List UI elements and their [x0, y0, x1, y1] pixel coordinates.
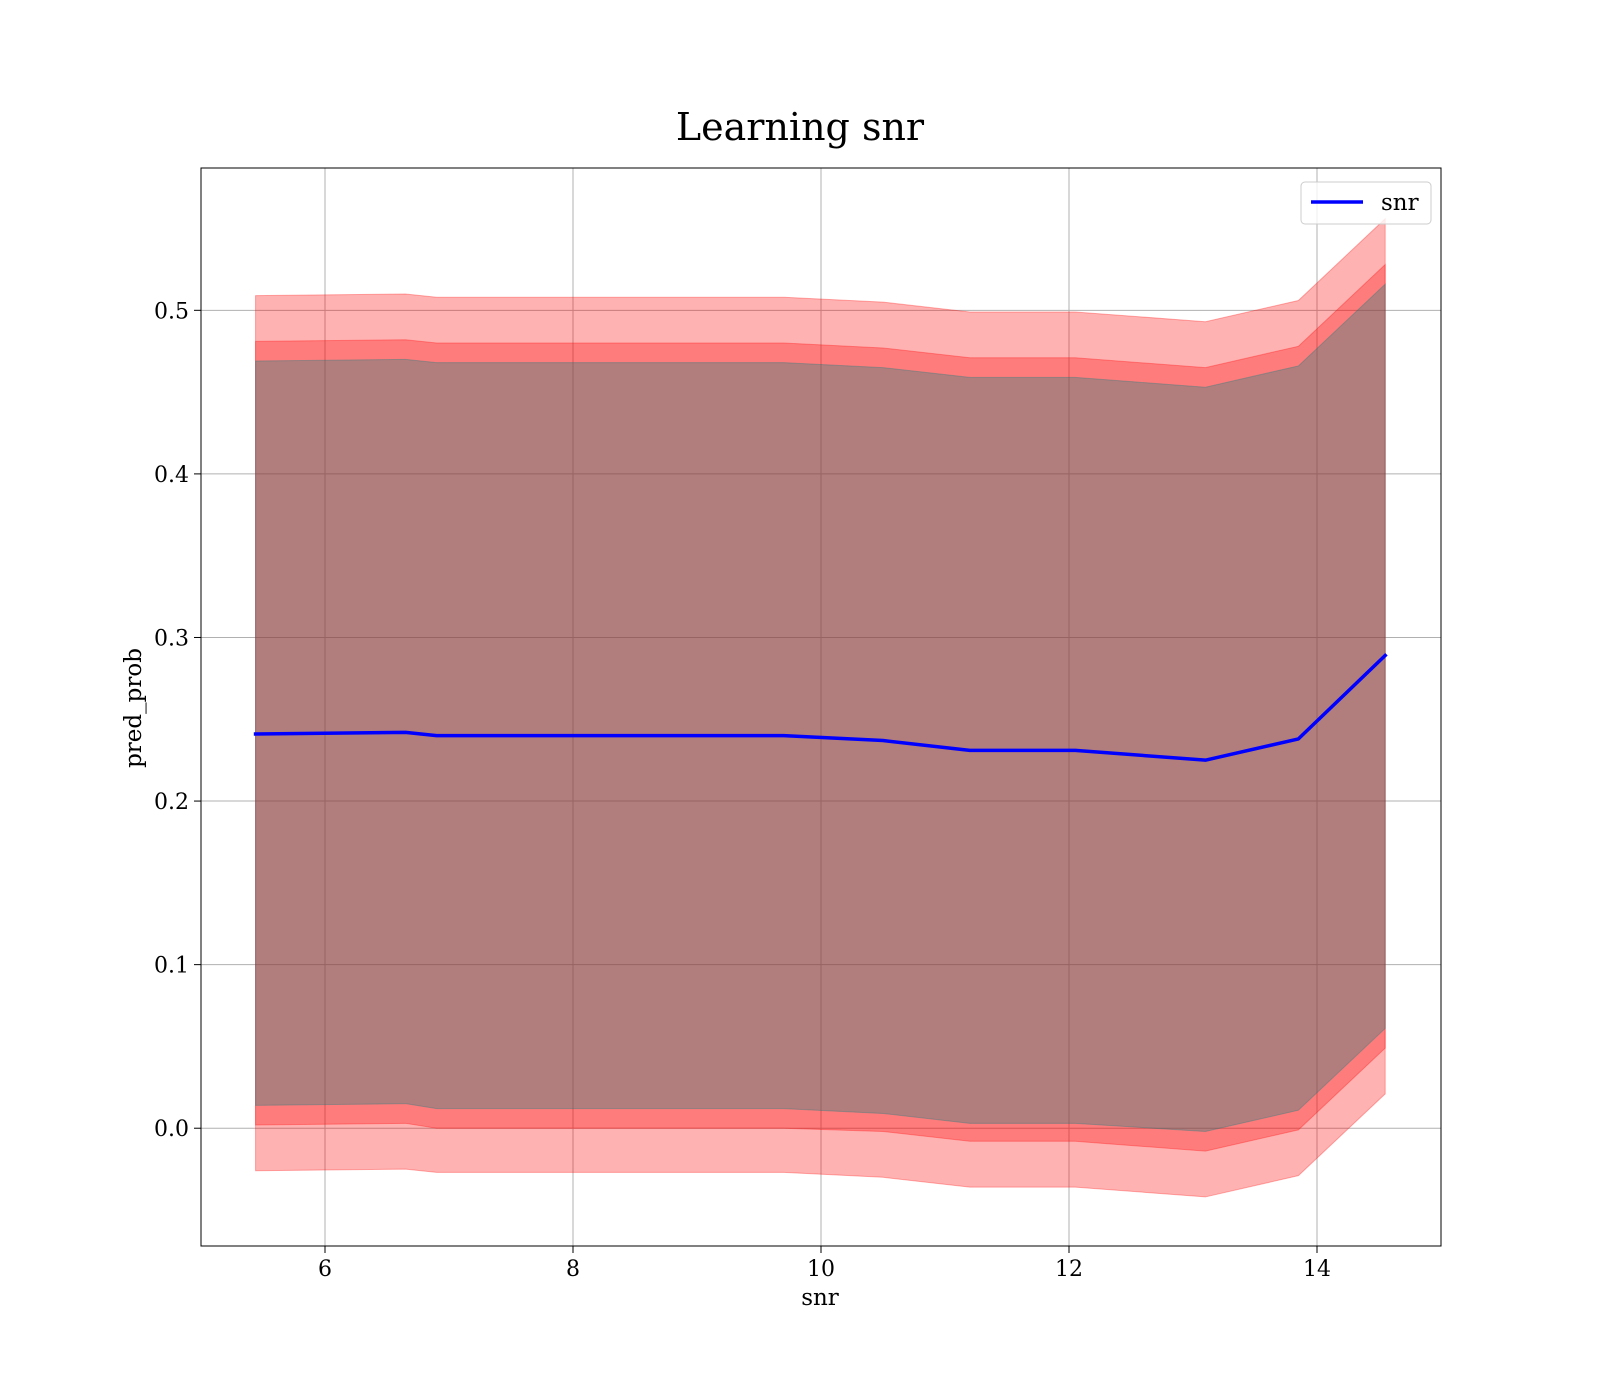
y-axis-label: pred_prob — [121, 648, 147, 768]
chart-title: Learning snr — [676, 105, 925, 149]
y-tick-label: 0.2 — [154, 790, 189, 815]
legend-label-snr: snr — [1381, 190, 1419, 216]
confidence-band-2 — [255, 263, 1386, 1152]
x-tick-label: 8 — [566, 1257, 580, 1282]
series-line-snr — [253, 652, 1388, 762]
confidence-band-3 — [255, 282, 1386, 1132]
series-lines — [253, 652, 1388, 762]
x-axis-label: snr — [801, 1285, 839, 1311]
y-tick-label: 0.5 — [154, 299, 189, 324]
legend-box — [1300, 181, 1432, 225]
y-tick-label: 0.0 — [154, 1117, 189, 1142]
x-tick-label: 6 — [318, 1257, 332, 1282]
legend: snr — [1300, 181, 1432, 225]
x-tick-label: 14 — [1303, 1257, 1331, 1282]
y-tick-label: 0.1 — [154, 954, 189, 979]
y-tick-label: 0.4 — [154, 463, 189, 488]
x-tick-label: 12 — [1055, 1257, 1083, 1282]
confidence-band-1 — [255, 217, 1386, 1198]
axis-ticks: 6 8 10 12 14 0.0 0.1 0.2 0.3 0.4 0.5 — [154, 299, 1331, 1282]
y-tick-label: 0.3 — [154, 626, 189, 651]
grid-lines — [201, 168, 1441, 1246]
x-tick-label: 10 — [807, 1257, 835, 1282]
confidence-bands — [255, 217, 1386, 1198]
